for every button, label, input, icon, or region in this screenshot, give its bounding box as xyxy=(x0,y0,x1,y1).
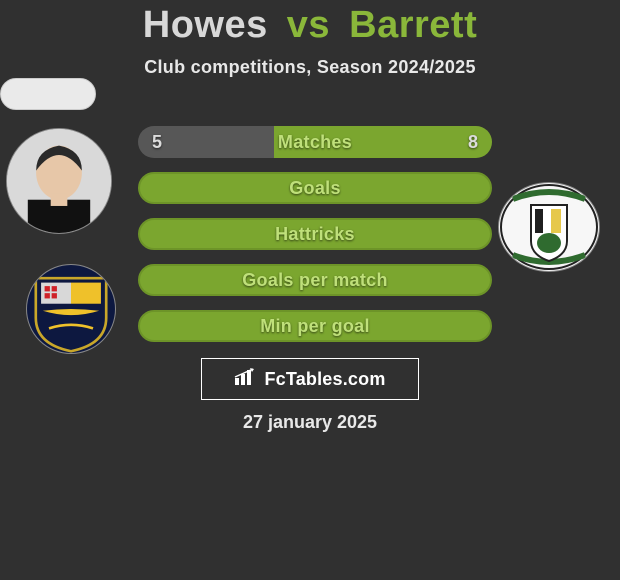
vs-label: vs xyxy=(287,4,330,46)
stat-seg-left xyxy=(138,126,274,158)
watermark-text: FcTables.com xyxy=(264,369,385,390)
player2-club-crest xyxy=(498,182,600,272)
page-title: Howes vs Barrett xyxy=(0,4,620,47)
player2-avatar xyxy=(0,78,96,110)
player1-club-crest xyxy=(26,264,116,354)
stat-bar: Goals per match xyxy=(138,264,492,296)
player2-name: Barrett xyxy=(349,4,477,46)
stat-label: Hattricks xyxy=(140,220,490,248)
stat-bar: Goals xyxy=(138,172,492,204)
infographic-container: Howes vs Barrett Club competitions, Seas… xyxy=(0,4,620,580)
stats-area: 58Matches Goals Hattricks Goals per match Mi… xyxy=(138,126,492,356)
stat-seg-right xyxy=(274,126,492,158)
date: 27 january 2025 xyxy=(0,412,620,433)
stat-bar: Min per goal xyxy=(138,310,492,342)
stat-label: Goals xyxy=(140,174,490,202)
watermark: FcTables.com xyxy=(201,358,419,400)
player1-name: Howes xyxy=(143,4,268,46)
subtitle: Club competitions, Season 2024/2025 xyxy=(0,57,620,78)
player1-avatar xyxy=(6,128,112,234)
stat-bar: Hattricks xyxy=(138,218,492,250)
stat-label: Goals per match xyxy=(140,266,490,294)
stat-bar: 58Matches xyxy=(138,126,492,158)
stat-label: Min per goal xyxy=(140,312,490,340)
bars-icon xyxy=(234,368,256,391)
